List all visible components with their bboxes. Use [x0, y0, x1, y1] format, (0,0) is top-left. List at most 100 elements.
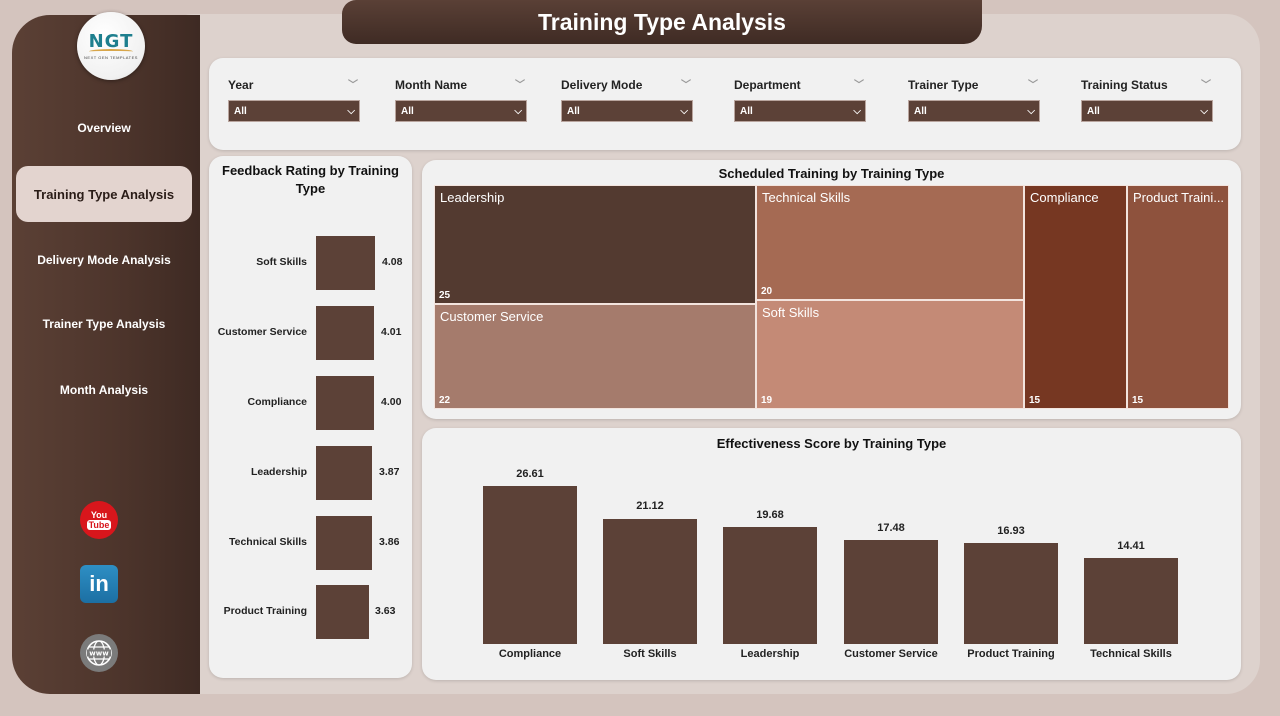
chevron-down-icon: ⌵ [680, 105, 688, 117]
chevron-down-icon: ⌵ [514, 105, 522, 117]
tile-label: Leadership [440, 190, 505, 205]
treemap-tile-compliance[interactable]: Compliance 15 [1024, 185, 1127, 409]
bar-category-label: Customer Service [217, 326, 307, 338]
sidebar-item-label: Training Type Analysis [33, 186, 175, 202]
sidebar-item-label: Month Analysis [59, 383, 149, 397]
trainer-type-dropdown[interactable]: All ⌵ [908, 100, 1040, 122]
tile-label: Technical Skills [762, 190, 851, 205]
bar-row[interactable]: Leadership 3.87 [209, 446, 412, 502]
bar-row[interactable]: Technical Skills 3.86 [209, 516, 412, 572]
logo-swoosh-icon [89, 48, 133, 54]
bar[interactable] [603, 519, 697, 644]
chevron-down-icon[interactable]: ﹀ [681, 80, 691, 91]
filter-label: Trainer Type ﹀ [908, 78, 1038, 92]
chevron-down-icon: ⌵ [1027, 105, 1035, 117]
bar[interactable] [316, 376, 374, 430]
bar[interactable] [964, 543, 1058, 644]
website-icon[interactable]: www [80, 634, 118, 672]
filter-delivery-mode: Delivery Mode ﹀ All ⌵ [561, 78, 693, 122]
bar-value-label: 19.68 [756, 509, 784, 521]
bar-value-label: 4.01 [381, 326, 402, 338]
treemap-tile-customer-service[interactable]: Customer Service 22 [434, 304, 756, 409]
sidebar-item-label: Delivery Mode Analysis [37, 253, 171, 267]
delivery-mode-dropdown[interactable]: All ⌵ [561, 100, 693, 122]
tile-value: 15 [1029, 395, 1041, 406]
filter-training-status: Training Status ﹀ All ⌵ [1081, 78, 1213, 122]
globe-icon: www [86, 640, 112, 666]
bar-category-label: Customer Service [844, 648, 938, 660]
chevron-down-icon[interactable]: ﹀ [348, 80, 358, 91]
bar-category-label: Product Training [967, 648, 1055, 660]
youtube-icon-top: You [90, 510, 108, 520]
chevron-down-icon[interactable]: ﹀ [515, 80, 525, 91]
filter-department: Department ﹀ All ⌵ [734, 78, 866, 122]
chart-title: Effectiveness Score by Training Type [716, 436, 947, 451]
sidebar-item-trainer-type-analysis[interactable]: Trainer Type Analysis [16, 304, 192, 344]
youtube-icon[interactable]: You Tube [80, 501, 118, 539]
bar[interactable] [316, 585, 369, 639]
chevron-down-icon[interactable]: ﹀ [1201, 80, 1211, 91]
tile-value: 22 [439, 395, 451, 406]
bar[interactable] [316, 446, 372, 500]
bar[interactable] [316, 236, 375, 290]
bar-value-label: 26.61 [516, 468, 544, 480]
page-title: Training Type Analysis [538, 8, 786, 35]
bar-category-label: Soft Skills [623, 648, 677, 660]
training-status-dropdown[interactable]: All ⌵ [1081, 100, 1213, 122]
treemap-tile-technical-skills[interactable]: Technical Skills 20 [756, 185, 1024, 300]
bar-category-label: Soft Skills [256, 256, 307, 268]
filter-trainer-type: Trainer Type ﹀ All ⌵ [908, 78, 1040, 122]
treemap-tile-leadership[interactable]: Leadership 25 [434, 185, 756, 304]
bar[interactable] [723, 527, 817, 644]
sidebar-item-delivery-mode-analysis[interactable]: Delivery Mode Analysis [16, 240, 192, 280]
bar-value-label: 4.08 [382, 256, 403, 268]
bar-value-label: 3.86 [379, 536, 400, 548]
bar-category-label: Product Training [223, 605, 307, 617]
bar-category-label: Compliance [498, 648, 562, 660]
filter-bar: Year ﹀ All ⌵ Month Name ﹀ All ⌵ Delivery Mod… [209, 58, 1241, 150]
chevron-down-icon: ⌵ [1200, 105, 1208, 117]
department-dropdown[interactable]: All ⌵ [734, 100, 866, 122]
linkedin-icon[interactable]: in [80, 565, 118, 603]
treemap-tile-soft-skills[interactable]: Soft Skills 19 [756, 300, 1024, 409]
svg-text:www: www [89, 650, 109, 658]
chevron-down-icon: ⌵ [853, 105, 861, 117]
bar-row[interactable]: Soft Skills 4.08 [209, 236, 412, 292]
bar-row[interactable]: Compliance 4.00 [209, 376, 412, 432]
filter-label: Training Status ﹀ [1081, 78, 1211, 92]
month-name-dropdown[interactable]: All ⌵ [395, 100, 527, 122]
filter-label: Department ﹀ [734, 78, 864, 92]
tile-value: 15 [1132, 395, 1144, 406]
tile-value: 25 [439, 290, 451, 301]
bar-value-label: 17.48 [877, 522, 905, 534]
bar[interactable] [316, 516, 372, 570]
bar-value-label: 14.41 [1117, 540, 1145, 552]
chevron-down-icon[interactable]: ﹀ [854, 80, 864, 91]
bar[interactable] [1084, 558, 1178, 644]
bar-category-label: Compliance [247, 396, 307, 408]
bar-row[interactable]: Product Training 3.63 [209, 585, 412, 641]
year-dropdown[interactable]: All ⌵ [228, 100, 360, 122]
filter-label: Year ﹀ [228, 78, 358, 92]
tile-label: Product Traini... [1133, 190, 1225, 205]
sidebar-item-label: Trainer Type Analysis [42, 317, 166, 331]
sidebar-item-month-analysis[interactable]: Month Analysis [16, 370, 192, 410]
feedback-rating-chart: Feedback Rating by Training Type Soft Sk… [209, 156, 412, 678]
chevron-down-icon[interactable]: ﹀ [1028, 80, 1038, 91]
bar-row[interactable]: Customer Service 4.01 [209, 306, 412, 362]
treemap-tile-product-training[interactable]: Product Traini... 15 [1127, 185, 1229, 409]
chart-title: Feedback Rating by Training Type [222, 163, 399, 196]
bar-value-label: 16.93 [997, 525, 1025, 537]
bar[interactable] [844, 540, 938, 644]
chevron-down-icon: ⌵ [347, 105, 355, 117]
tile-label: Soft Skills [762, 305, 820, 320]
sidebar-item-overview[interactable]: Overview [16, 108, 192, 148]
bar[interactable] [483, 486, 577, 644]
logo-text: NGT [88, 30, 134, 52]
effectiveness-score-chart: Effectiveness Score by Training Type 26.… [422, 428, 1241, 680]
filter-label: Month Name ﹀ [395, 78, 525, 92]
bar[interactable] [316, 306, 374, 360]
sidebar-item-training-type-analysis[interactable]: Training Type Analysis [16, 166, 192, 222]
filter-year: Year ﹀ All ⌵ [228, 78, 360, 122]
